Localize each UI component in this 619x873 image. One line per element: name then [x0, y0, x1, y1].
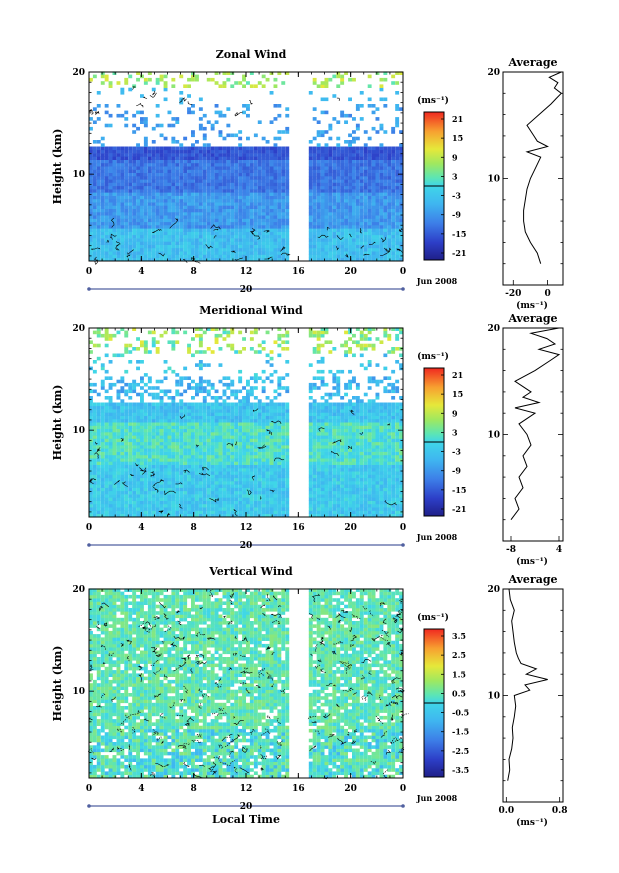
- zonal-avg-xlabel: (ms⁻¹): [516, 300, 548, 311]
- zonal-colorbar-tick: 3: [452, 171, 458, 181]
- vertical-colorbar-tick: -2.5: [452, 746, 469, 756]
- zonal-avg-frame: [502, 71, 564, 286]
- vertical-avg-xlabel: (ms⁻¹): [516, 817, 548, 828]
- vertical-colorbar-tick: 1.5: [452, 669, 466, 679]
- zonal-title: Zonal Wind: [216, 48, 287, 61]
- zonal-ytick-label: 20: [72, 68, 85, 78]
- zonal-ytick-label: 10: [72, 170, 85, 180]
- meridional-avg-xtick: -8: [506, 545, 516, 555]
- zonal-date-label: Jun 2008: [416, 276, 458, 286]
- vertical-colorbar-tick: 3.5: [452, 631, 466, 641]
- meridional-xtick-label: 8: [191, 523, 197, 533]
- zonal-avg-xtick: -20: [505, 289, 521, 299]
- vertical-ytick-label: 20: [72, 585, 85, 595]
- meridional-day-label: 20: [240, 541, 253, 551]
- vertical-contours: [87, 588, 409, 780]
- meridional-avg-xlabel: (ms⁻¹): [516, 556, 548, 567]
- vertical-xlabel: Local Time: [212, 813, 280, 826]
- meridional-colorbar-tick: 15: [452, 389, 463, 399]
- meridional-ylabel: Height (km): [51, 385, 64, 461]
- vertical-ylabel: Height (km): [51, 646, 64, 722]
- vertical-avg-title: Average: [507, 573, 557, 586]
- meridional-units-label: (ms⁻¹): [417, 351, 449, 362]
- meridional-title: Meridional Wind: [199, 304, 303, 317]
- meridional-xtick-label: 12: [240, 523, 253, 533]
- meridional-xtick-label: 4: [138, 523, 144, 533]
- meridional-colorbar-tick: -15: [452, 485, 466, 495]
- vertical-xtick-label: 16: [292, 784, 305, 794]
- meridional-heatmap: [89, 327, 403, 518]
- vertical-xtick-label: 0: [86, 784, 92, 794]
- meridional-colorbar-tick: 3: [452, 427, 458, 437]
- zonal-ylabel: Height (km): [51, 129, 64, 205]
- zonal-contours: [89, 86, 403, 265]
- zonal-colorbar-tick: 15: [452, 133, 463, 143]
- meridional-colorbar-tick: 21: [452, 370, 463, 380]
- zonal-avg-profile: [523, 71, 563, 264]
- meridional-colorbar-tick: -21: [452, 504, 466, 514]
- zonal-colorbar-tick: -21: [452, 248, 466, 258]
- zonal-avg-title: Average: [507, 56, 557, 69]
- zonal-xtick-label: 20: [344, 267, 357, 277]
- meridional-colorbar-tick: -9: [452, 466, 461, 476]
- zonal-xtick-label: 8: [191, 267, 197, 277]
- meridional-avg-ytick: 10: [487, 431, 500, 441]
- vertical-xtick-label: 12: [240, 784, 253, 794]
- vertical-avg-xtick: 0.0: [498, 806, 514, 816]
- zonal-xtick-label: 12: [240, 267, 253, 277]
- vertical-colorbar-tick: -0.5: [452, 708, 469, 718]
- meridional-date-label: Jun 2008: [416, 532, 458, 542]
- meridional-contours: [89, 408, 397, 516]
- zonal-colorbar-tick: -9: [452, 210, 461, 220]
- meridional-avg-profile: [510, 327, 561, 521]
- meridional-xtick-label: 16: [292, 523, 305, 533]
- vertical-xtick-label: 8: [191, 784, 197, 794]
- zonal-avg-ytick: 10: [487, 175, 500, 185]
- meridional-colorbar-tick: 9: [452, 408, 458, 418]
- vertical-avg-ytick: 10: [487, 692, 500, 702]
- vertical-xtick-label: 0: [400, 784, 406, 794]
- vertical-units-label: (ms⁻¹): [417, 612, 449, 623]
- zonal-colorbar-tick: -3: [452, 191, 461, 201]
- meridional-ytick-label: 20: [72, 324, 85, 334]
- zonal-units-label: (ms⁻¹): [417, 95, 449, 106]
- vertical-colorbar-tick: 2.5: [452, 650, 466, 660]
- zonal-xtick-label: 0: [400, 267, 406, 277]
- meridional-avg-title: Average: [507, 312, 557, 325]
- zonal-colorbar-tick: 21: [452, 114, 463, 124]
- zonal-avg-xtick: 0: [544, 289, 550, 299]
- meridional-xtick-label: 0: [86, 523, 92, 533]
- vertical-date-label: Jun 2008: [416, 793, 458, 803]
- meridional-avg-xtick: 4: [556, 545, 562, 555]
- vertical-avg-xtick: 0.8: [552, 806, 568, 816]
- vertical-panel: Vertical Wind 0 4 8 12 16 20 0 10 20 Height (km) 20…: [51, 565, 568, 828]
- vertical-xtick-label: 4: [138, 784, 144, 794]
- meridional-ytick-label: 10: [72, 426, 85, 436]
- zonal-xtick-label: 16: [292, 267, 305, 277]
- vertical-colorbar-tick: 0.5: [452, 688, 466, 698]
- zonal-xtick-label: 4: [138, 267, 144, 277]
- vertical-avg-profile: [507, 588, 548, 781]
- zonal-colorbar-tick: 9: [452, 152, 458, 162]
- meridional-avg-ytick: 20: [487, 324, 500, 334]
- zonal-colorbar-tick: -15: [452, 229, 466, 239]
- zonal-avg-ytick: 20: [487, 68, 500, 78]
- zonal-day-label: 20: [240, 285, 253, 295]
- vertical-xtick-label: 20: [344, 784, 357, 794]
- vertical-colorbar-tick: -1.5: [452, 727, 469, 737]
- vertical-ytick-label: 10: [72, 687, 85, 697]
- zonal-panel: Zonal Wind 0 4 8 12 16 20 0 10 20 Height (km) 20 Jun…: [51, 48, 564, 311]
- meridional-colorbar-tick: -3: [452, 447, 461, 457]
- meridional-xtick-label: 20: [344, 523, 357, 533]
- vertical-title: Vertical Wind: [208, 565, 293, 578]
- meridional-panel: Meridional Wind 0 4 8 12 16 20 0 10 20 Height (km)…: [51, 304, 564, 567]
- vertical-avg-ytick: 20: [487, 585, 500, 595]
- meridional-avg-frame: [502, 327, 564, 542]
- zonal-xtick-label: 0: [86, 267, 92, 277]
- vertical-day-label: 20: [240, 802, 253, 812]
- meridional-xtick-label: 0: [400, 523, 406, 533]
- zonal-heatmap: [89, 71, 403, 262]
- vertical-colorbar-tick: -3.5: [452, 765, 469, 775]
